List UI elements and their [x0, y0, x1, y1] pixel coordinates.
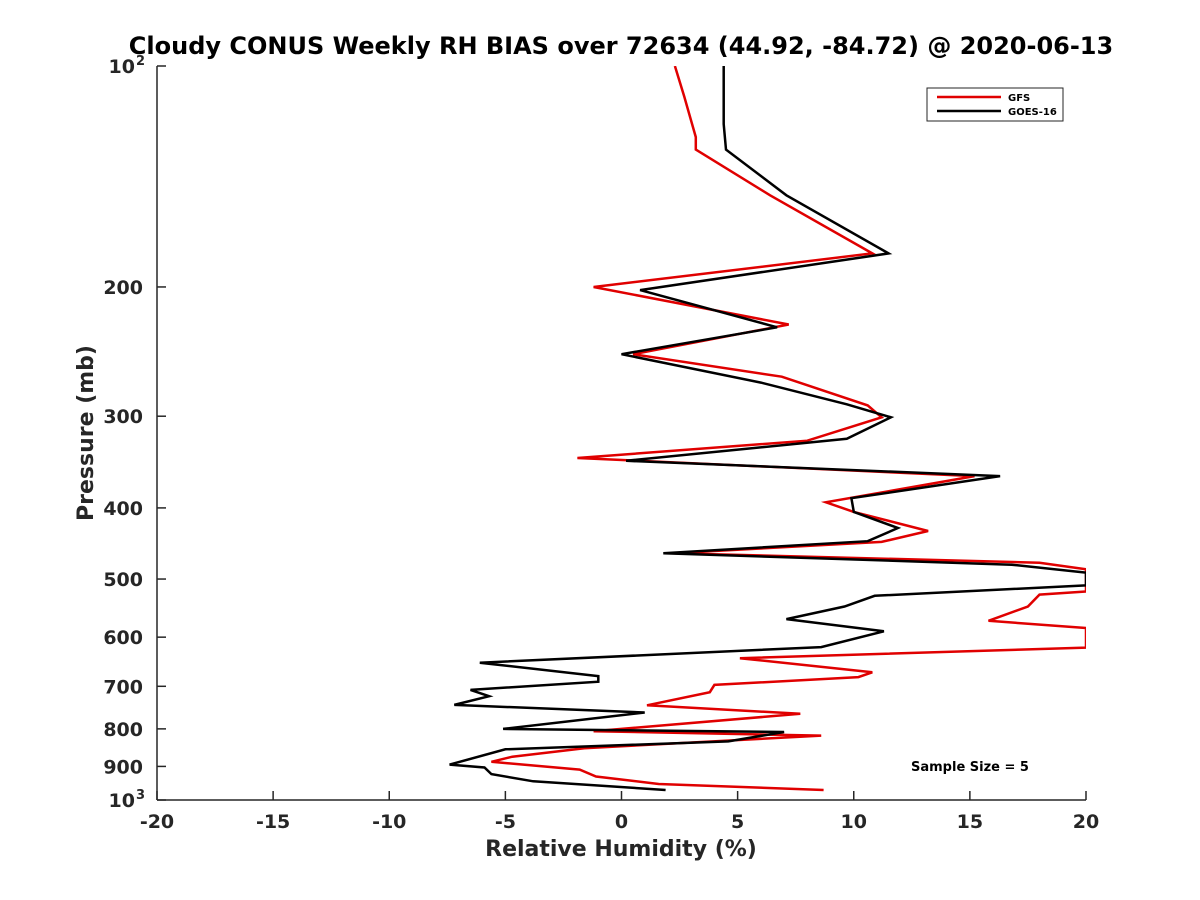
y-tick-label: 10	[109, 56, 135, 78]
y-tick-label: 10	[109, 790, 135, 812]
x-tick-label: -15	[256, 811, 290, 833]
y-tick-label: 600	[103, 627, 143, 649]
y-tick-label: 800	[103, 719, 143, 741]
x-tick-label: 5	[731, 811, 744, 833]
series-layer	[449, 66, 1086, 792]
y-tick-label: 900	[103, 756, 143, 778]
legend: GFS GOES-16	[926, 87, 1064, 122]
series-line-goes16	[449, 66, 1086, 792]
x-tick-label: 0	[615, 811, 628, 833]
legend-label-goes16: GOES-16	[1008, 107, 1057, 118]
y-tick-label: 300	[103, 406, 143, 428]
y-axis-label: Pressure (mb)	[74, 345, 99, 521]
legend-box	[926, 87, 1064, 122]
x-tick-label: 10	[841, 811, 867, 833]
x-tick-label: -10	[372, 811, 406, 833]
legend-label-gfs: GFS	[1008, 93, 1030, 104]
chart-title: Cloudy CONUS Weekly RH BIAS over 72634 (…	[129, 32, 1113, 60]
y-tick-exponent: 3	[136, 788, 145, 803]
sample-size-annotation: Sample Size = 5	[911, 760, 1029, 775]
x-axis-label: Relative Humidity (%)	[485, 837, 757, 862]
y-tick-exponent: 2	[136, 54, 145, 69]
y-tick-label: 200	[103, 277, 143, 299]
y-tick-label: 500	[103, 569, 143, 591]
x-tick-label: -5	[495, 811, 516, 833]
y-tick-label: 700	[103, 676, 143, 698]
y-tick-label: 400	[103, 498, 143, 520]
plot-area	[157, 66, 1086, 800]
x-tick-label: 20	[1073, 811, 1099, 833]
x-tick-label: 15	[957, 811, 983, 833]
x-axis-ticks: -20 -15 -10 -5 0 5 10 15 20	[140, 791, 1099, 833]
x-tick-label: -20	[140, 811, 174, 833]
